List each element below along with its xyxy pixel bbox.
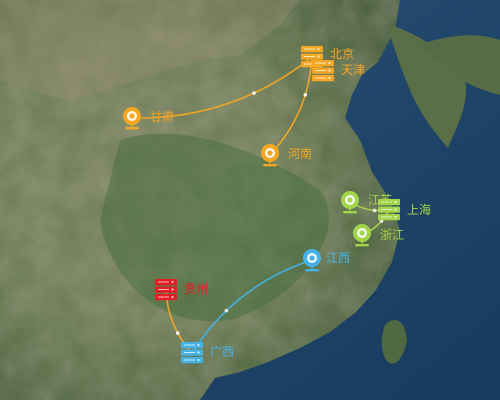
guangxi-server-stack-icon[interactable]	[181, 342, 203, 364]
henan-label: 河南	[288, 147, 313, 161]
henan-camera-pin-icon[interactable]	[261, 144, 279, 167]
tianjin-label: 天津	[341, 63, 366, 77]
tianjin-server-stack-icon[interactable]	[312, 60, 334, 82]
shanghai-server-stack-icon[interactable]	[378, 199, 400, 221]
jiangxi-camera-pin-icon[interactable]	[303, 249, 321, 272]
route-jiangsu-shanghai-pulse	[372, 208, 377, 213]
markers-layer	[123, 46, 400, 364]
route-henan-beijing	[269, 56, 313, 156]
jiangsu-label: 江苏	[368, 193, 393, 207]
beijing-label: 北京	[330, 47, 355, 61]
gansu-label: 甘肃	[150, 110, 175, 124]
shanghai-label: 上海	[407, 203, 432, 217]
route-gansu-beijing	[131, 56, 313, 119]
route-guizhou-guangxi-pulse	[175, 331, 180, 335]
gansu-camera-pin-icon[interactable]	[123, 107, 141, 130]
route-jiangxi-guangxi-pulse	[224, 308, 229, 313]
jiangsu-camera-pin-icon[interactable]	[341, 191, 359, 214]
route-henan-beijing-pulse	[303, 92, 308, 97]
guangxi-label: 广西	[210, 345, 235, 359]
zhejiang-camera-pin-icon[interactable]	[353, 224, 371, 247]
zhejiang-label: 浙江	[380, 228, 405, 242]
guizhou-server-stack-icon[interactable]	[155, 279, 177, 301]
route-jiangxi-guangxi	[191, 259, 313, 354]
route-gansu-beijing-pulse	[252, 91, 256, 95]
guizhou-label: 贵州	[184, 282, 209, 296]
jiangxi-label: 江西	[326, 251, 351, 265]
